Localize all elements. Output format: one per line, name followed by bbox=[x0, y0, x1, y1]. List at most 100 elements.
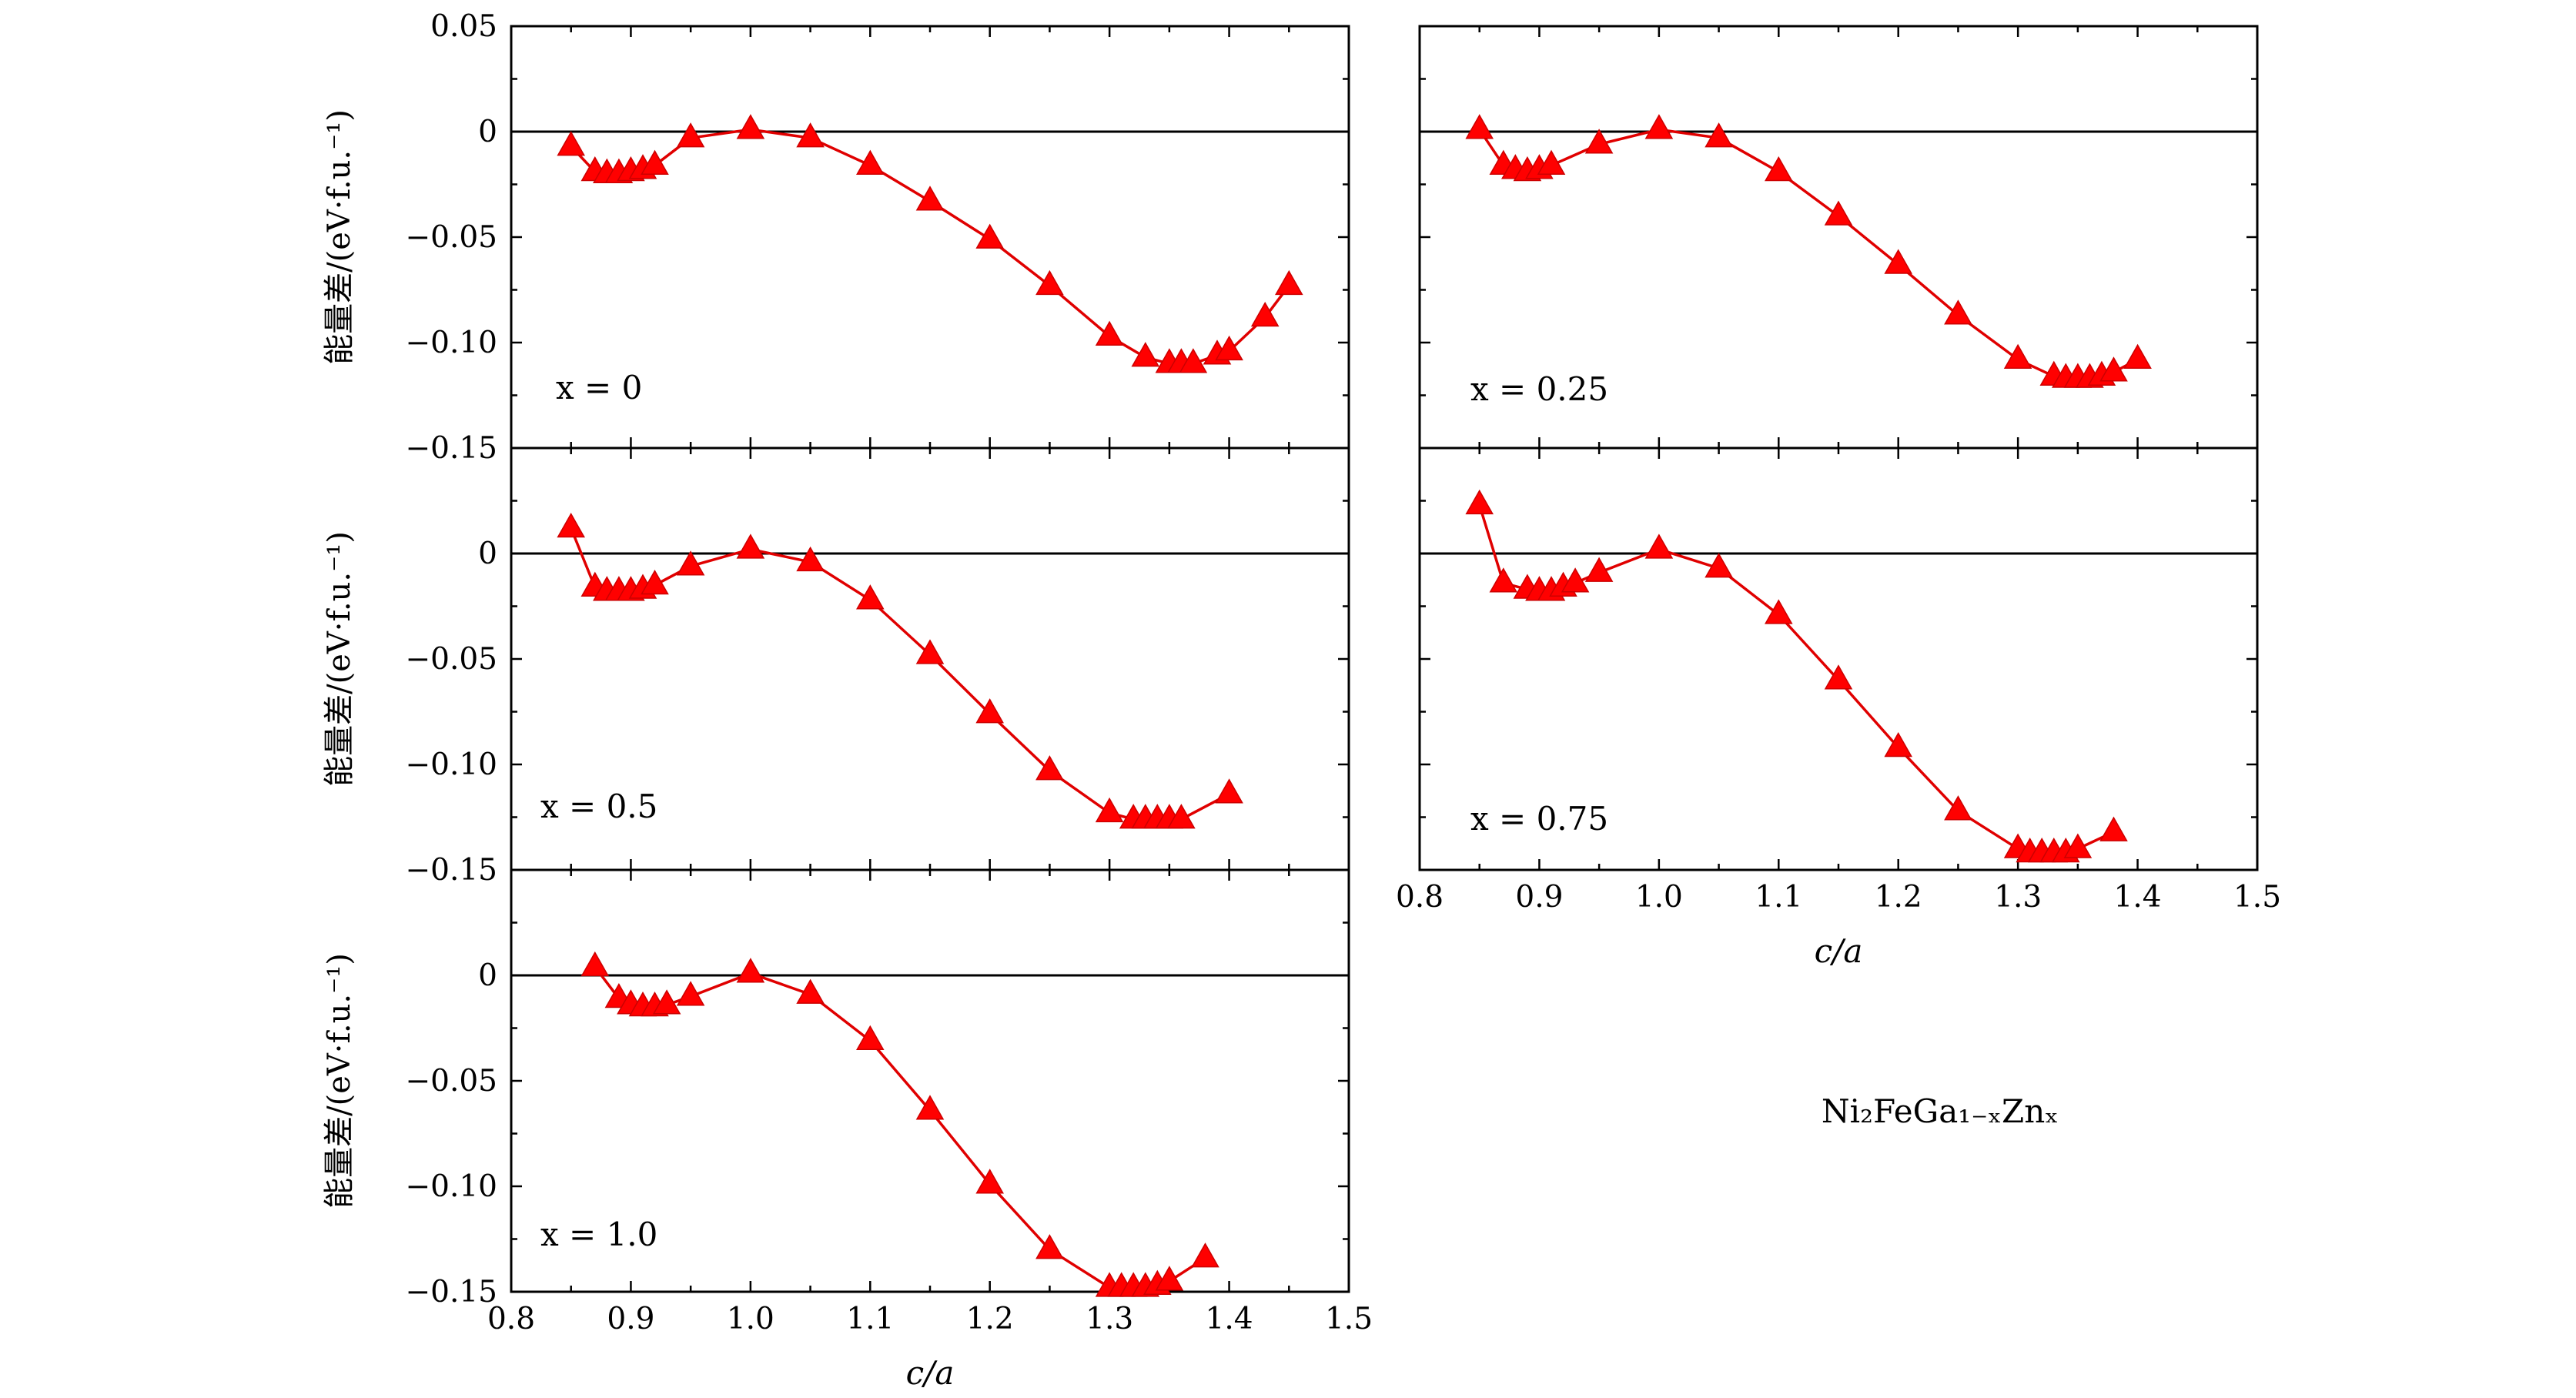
panel-label: x = 0.75 bbox=[1470, 800, 1608, 838]
y-tick-label: −0.15 bbox=[405, 853, 497, 888]
y-tick-label: −0.15 bbox=[405, 1275, 497, 1309]
y-axis-title: 能量差/(eV·f.u.⁻¹) bbox=[322, 953, 357, 1209]
data-point bbox=[557, 512, 585, 538]
data-point bbox=[1705, 553, 1733, 578]
data-point bbox=[1035, 1234, 1064, 1259]
data-point bbox=[1215, 778, 1243, 804]
data-point bbox=[1584, 129, 1614, 154]
x-tick-label: 1.4 bbox=[2114, 880, 2162, 915]
panel-label: x = 1.0 bbox=[540, 1216, 657, 1253]
x-axis-title: c/a bbox=[906, 1354, 955, 1392]
data-point bbox=[2003, 343, 2032, 370]
data-point bbox=[736, 114, 765, 139]
data-point bbox=[1465, 489, 1494, 515]
y-tick-label: 0 bbox=[478, 958, 497, 993]
data-point bbox=[1179, 348, 1208, 373]
data-point bbox=[1035, 755, 1064, 781]
y-tick-label: 0 bbox=[478, 537, 497, 571]
data-point bbox=[2063, 833, 2093, 858]
data-point bbox=[1191, 1242, 1219, 1268]
data-point bbox=[975, 1169, 1004, 1194]
data-point bbox=[676, 122, 705, 148]
data-point bbox=[1644, 114, 1674, 139]
data-point bbox=[2123, 343, 2152, 370]
x-axis-title: c/a bbox=[1815, 932, 1863, 970]
x-tick-label: 1.0 bbox=[1635, 880, 1683, 915]
data-point bbox=[856, 149, 885, 175]
data-point bbox=[1167, 804, 1196, 829]
data-point bbox=[796, 122, 825, 148]
panel-5: 0 −0.05 −0.10 −0.150.8 0.9 1.0 1.1 1.2 1.3 1.4 1.5… bbox=[322, 868, 1373, 1392]
panel-label: x = 0 bbox=[556, 369, 642, 406]
y-tick-label: 0 bbox=[478, 115, 497, 149]
data-point bbox=[1944, 795, 1972, 821]
data-point bbox=[1095, 320, 1124, 346]
data-point bbox=[557, 131, 585, 156]
x-tick-label: 1.4 bbox=[1206, 1302, 1253, 1336]
data-point bbox=[1155, 1266, 1184, 1291]
x-tick-label: 1.3 bbox=[1994, 880, 2042, 915]
panel-2: x = 0.25 bbox=[1418, 25, 2259, 450]
y-tick-label: −0.05 bbox=[405, 220, 497, 255]
panel-1: 0.05 0 −0.05 −0.10 −0.15 能量差/(eV·f.u.⁻¹) x = 0 bbox=[322, 9, 1350, 466]
x-tick-label: 0.8 bbox=[487, 1302, 535, 1336]
y-axis-title: 能量差/(eV·f.u.⁻¹) bbox=[322, 109, 357, 365]
data-point bbox=[1215, 335, 1243, 361]
data-point bbox=[676, 981, 705, 1006]
x-tick-label: 1.1 bbox=[846, 1302, 894, 1336]
data-point bbox=[1824, 664, 1853, 690]
data-point bbox=[1250, 301, 1280, 327]
panel-label: x = 0.25 bbox=[1470, 370, 1608, 408]
series-line bbox=[570, 128, 1290, 366]
data-point bbox=[915, 186, 945, 211]
data-point bbox=[856, 1025, 885, 1051]
x-tick-label: 1.3 bbox=[1086, 1302, 1133, 1336]
x-tick-label: 1.2 bbox=[1875, 880, 1922, 915]
panel-label: x = 0.5 bbox=[540, 788, 657, 825]
data-point bbox=[1705, 122, 1733, 148]
data-point bbox=[1765, 156, 1793, 182]
y-tick-label: 0.05 bbox=[430, 9, 497, 44]
data-point bbox=[580, 951, 610, 977]
data-point bbox=[1035, 269, 1064, 296]
y-axis-title: 能量差/(eV·f.u.⁻¹) bbox=[322, 531, 357, 787]
y-tick-label: −0.05 bbox=[405, 1064, 497, 1099]
series-line bbox=[594, 965, 1206, 1289]
formula-label: Ni₂FeGa₁₋ₓZnₓ bbox=[1822, 1092, 2059, 1130]
data-point bbox=[736, 533, 765, 559]
data-point bbox=[975, 223, 1004, 249]
y-tick-label: −0.10 bbox=[405, 1169, 497, 1204]
data-point bbox=[1944, 299, 1972, 325]
y-tick-label: −0.05 bbox=[405, 642, 497, 677]
data-point bbox=[796, 546, 825, 572]
panel-3: 0 −0.05 −0.10 −0.15 能量差/(eV·f.u.⁻¹) x = 0.5 bbox=[322, 446, 1350, 888]
data-point bbox=[1537, 149, 1566, 175]
data-point bbox=[1584, 557, 1614, 582]
y-tick-label: −0.15 bbox=[405, 431, 497, 466]
panel-4: 0.8 0.9 1.0 1.1 1.2 1.3 1.4 1.5 c/a x = 0.75 bbox=[1396, 446, 2281, 970]
data-point bbox=[2099, 816, 2128, 841]
data-point bbox=[915, 1095, 945, 1120]
data-point bbox=[1131, 342, 1160, 367]
data-point bbox=[915, 639, 945, 664]
x-tick-label: 0.9 bbox=[607, 1302, 654, 1336]
x-tick-label: 1.1 bbox=[1755, 880, 1802, 915]
data-point bbox=[1824, 200, 1853, 226]
data-point bbox=[1561, 567, 1590, 593]
data-point bbox=[1095, 797, 1124, 823]
data-point bbox=[2099, 356, 2128, 382]
x-tick-label: 1.0 bbox=[727, 1302, 774, 1336]
data-point bbox=[641, 569, 669, 595]
x-tick-label: 1.5 bbox=[2233, 880, 2281, 915]
y-tick-label: −0.10 bbox=[405, 326, 497, 360]
data-point bbox=[796, 978, 825, 1004]
data-point bbox=[652, 989, 681, 1015]
data-point bbox=[975, 698, 1004, 724]
data-point bbox=[1644, 533, 1674, 559]
x-tick-label: 0.8 bbox=[1396, 880, 1444, 915]
data-point bbox=[736, 958, 765, 983]
data-point bbox=[1275, 269, 1303, 296]
x-tick-label: 1.2 bbox=[966, 1302, 1014, 1336]
